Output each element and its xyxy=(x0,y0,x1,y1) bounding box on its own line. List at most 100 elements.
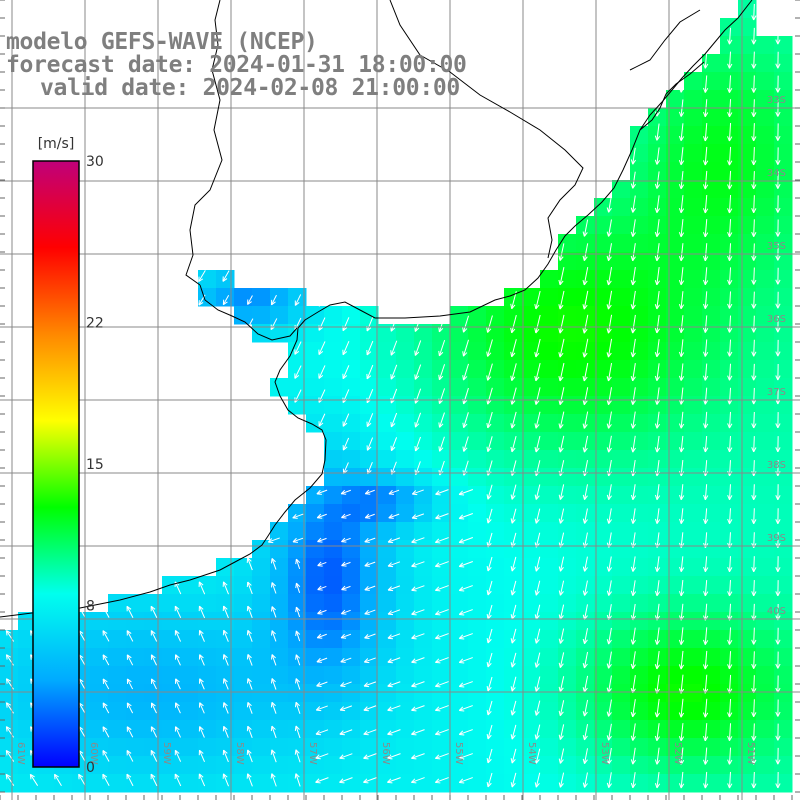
wind-arrow xyxy=(318,365,326,379)
wind-cell xyxy=(702,414,721,433)
wind-cell xyxy=(684,666,703,685)
wind-arrow xyxy=(702,650,709,670)
wind-cell xyxy=(684,108,703,127)
wind-cell xyxy=(612,234,631,253)
wind-cell xyxy=(468,612,487,631)
wind-cell xyxy=(684,288,703,307)
wind-cell xyxy=(450,360,469,379)
wind-cell xyxy=(360,720,379,739)
wind-cell xyxy=(18,648,37,667)
wind-cell xyxy=(756,738,775,757)
wind-arrow xyxy=(435,633,449,640)
wind-cell xyxy=(414,684,433,703)
wind-cell xyxy=(756,396,775,415)
wind-cell xyxy=(594,252,613,271)
wind-cell xyxy=(342,450,361,469)
wind-cell xyxy=(540,684,559,703)
wind-arrow xyxy=(727,363,733,381)
wind-arrow xyxy=(678,219,685,238)
wind-arrow xyxy=(339,753,353,760)
wind-cell xyxy=(504,396,523,415)
wind-cell xyxy=(630,468,649,487)
wind-cell xyxy=(666,594,685,613)
wind-arrow xyxy=(458,777,473,784)
wind-cell xyxy=(432,504,451,523)
wind-cell xyxy=(774,252,793,271)
wind-arrow xyxy=(510,363,517,381)
wind-cell xyxy=(648,180,667,199)
wind-cell xyxy=(252,630,271,649)
wind-cell xyxy=(270,540,289,559)
wind-cell xyxy=(540,774,559,793)
wind-cell xyxy=(18,684,37,703)
wind-cell xyxy=(486,306,505,325)
wind-cell xyxy=(342,774,361,793)
wind-cell xyxy=(720,720,739,739)
wind-arrow xyxy=(411,777,425,784)
wind-arrow xyxy=(150,749,158,762)
wind-arrow xyxy=(751,747,757,765)
wind-arrow xyxy=(727,315,733,333)
wind-arrow xyxy=(775,219,781,237)
wind-cell xyxy=(612,450,631,469)
wind-cell xyxy=(432,594,451,613)
wind-cell xyxy=(702,756,721,775)
wind-cell xyxy=(630,324,649,343)
wind-arrow xyxy=(174,605,182,619)
wind-cell xyxy=(378,594,397,613)
wind-arrow xyxy=(702,146,709,166)
wind-cell xyxy=(558,594,577,613)
wind-arrow xyxy=(654,723,661,742)
wind-arrow xyxy=(606,532,613,548)
wind-cell xyxy=(288,594,307,613)
wind-cell xyxy=(666,486,685,505)
wind-cell xyxy=(270,522,289,541)
wind-cell xyxy=(216,594,235,613)
wind-arrow xyxy=(126,773,134,787)
wind-cell xyxy=(288,342,307,361)
wind-cell xyxy=(234,756,253,775)
wind-cell xyxy=(0,702,19,721)
wind-cell xyxy=(774,126,793,145)
wind-cell xyxy=(324,774,343,793)
wind-arrow xyxy=(387,705,401,712)
wind-arrow xyxy=(702,123,709,142)
wind-cell xyxy=(630,702,649,721)
wind-cell xyxy=(18,756,37,775)
wind-arrow xyxy=(318,293,326,307)
colorbar-unit-label: [m/s] xyxy=(38,136,75,152)
wind-cell xyxy=(720,198,739,217)
wind-cell xyxy=(432,684,451,703)
wind-cell xyxy=(558,648,577,667)
wind-cell xyxy=(756,288,775,307)
wind-cell xyxy=(324,738,343,757)
wind-arrow xyxy=(654,219,661,238)
wind-cell xyxy=(720,756,739,775)
wind-cell xyxy=(432,576,451,595)
wind-cell xyxy=(630,684,649,703)
wind-arrow xyxy=(246,773,253,787)
wind-cell xyxy=(162,630,181,649)
wind-cell xyxy=(504,378,523,397)
colorbar-tick-label: 30 xyxy=(86,154,104,170)
wind-arrow xyxy=(438,315,446,333)
wind-cell xyxy=(396,576,415,595)
wind-cell xyxy=(252,594,271,613)
wind-cell xyxy=(666,144,685,163)
wind-cell xyxy=(756,648,775,667)
wind-arrow xyxy=(339,705,353,712)
wind-cell xyxy=(720,18,739,37)
wind-cell xyxy=(738,702,757,721)
wind-cell xyxy=(216,702,235,721)
wind-cell xyxy=(396,540,415,559)
latitude-label: 34S xyxy=(767,168,786,179)
wind-cell xyxy=(306,648,325,667)
wind-cell xyxy=(252,684,271,703)
wind-cell xyxy=(594,558,613,577)
wind-cell xyxy=(720,288,739,307)
wind-arrow xyxy=(175,678,181,690)
wind-arrow xyxy=(486,628,493,644)
wind-cell xyxy=(414,630,433,649)
wind-cell xyxy=(486,720,505,739)
wind-cell xyxy=(630,612,649,631)
